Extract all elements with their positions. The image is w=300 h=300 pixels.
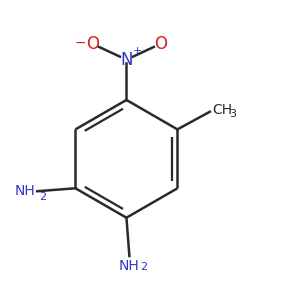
Text: 2: 2 [39,191,46,202]
Text: NH: NH [119,259,140,273]
Text: NH: NH [15,184,36,198]
Text: +: + [133,46,142,56]
Text: −: − [74,35,86,50]
Text: O: O [154,35,167,53]
Text: CH: CH [212,103,232,117]
Text: O: O [86,35,99,53]
Text: N: N [120,51,133,69]
Text: 2: 2 [140,262,147,272]
Text: 3: 3 [229,109,236,119]
